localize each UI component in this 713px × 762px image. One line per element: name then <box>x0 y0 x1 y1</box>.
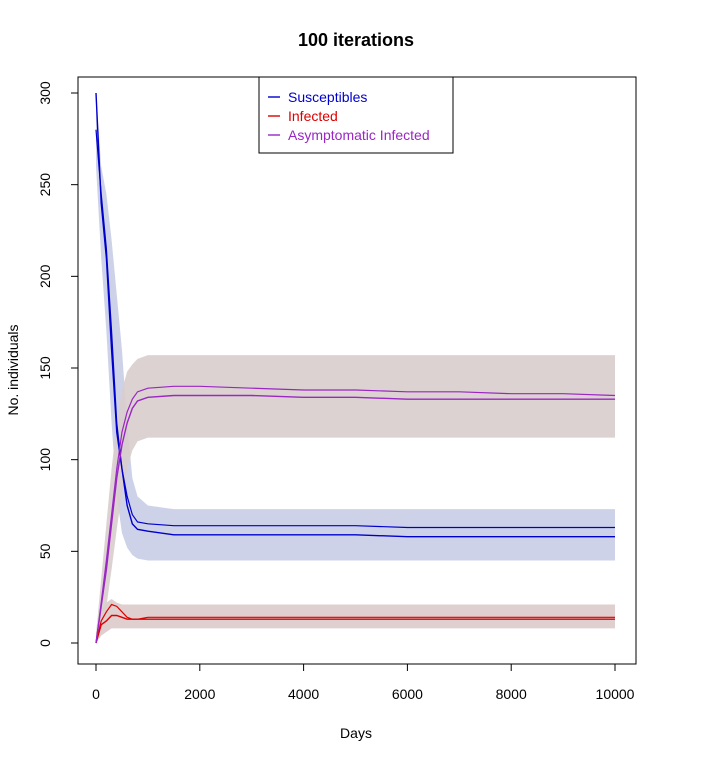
y-axis-label: No. individuals <box>5 324 21 415</box>
legend-box <box>258 76 454 154</box>
x-tick-label: 2000 <box>184 686 215 702</box>
asymptomatic-infected-band <box>96 355 615 643</box>
x-axis: 0 2000 4000 6000 8000 10000 <box>92 663 635 702</box>
infected-band <box>96 599 615 643</box>
legend-label-susceptibles: Susceptibles <box>288 89 367 105</box>
y-tick-label: 250 <box>37 173 53 197</box>
y-axis: 0 50 100 150 200 250 300 <box>37 81 79 647</box>
x-tick-label: 10000 <box>596 686 635 702</box>
infected-mean-line <box>95 614 615 644</box>
susceptibles-median-line <box>95 129 615 529</box>
asymptomatic-infected-mean-line <box>95 394 615 644</box>
plot-area <box>77 76 637 665</box>
x-tick-label: 4000 <box>288 686 319 702</box>
chart-title: 100 iterations <box>298 30 414 50</box>
y-tick-label: 200 <box>37 264 53 288</box>
y-tick-label: 50 <box>37 543 53 559</box>
y-tick-label: 150 <box>37 356 53 380</box>
infected-median-line <box>95 603 615 644</box>
x-tick-label: 8000 <box>496 686 527 702</box>
legend-label-asymptomatic-infected: Asymptomatic Infected <box>288 127 430 143</box>
series-lines <box>95 92 616 644</box>
legend: Susceptibles Infected Asymptomatic Infecte… <box>258 76 454 154</box>
y-tick-label: 300 <box>37 81 53 105</box>
x-tick-label: 6000 <box>392 686 423 702</box>
susceptibles-mean-line <box>95 92 615 538</box>
y-tick-label: 0 <box>37 639 53 647</box>
x-axis-label: Days <box>340 725 372 741</box>
asymptomatic-infected-median-line <box>95 385 616 644</box>
x-tick-label: 0 <box>92 686 100 702</box>
susceptibles-band <box>96 93 615 561</box>
y-tick-label: 100 <box>37 448 53 472</box>
confidence-bands <box>96 93 615 643</box>
legend-label-infected: Infected <box>288 108 338 124</box>
